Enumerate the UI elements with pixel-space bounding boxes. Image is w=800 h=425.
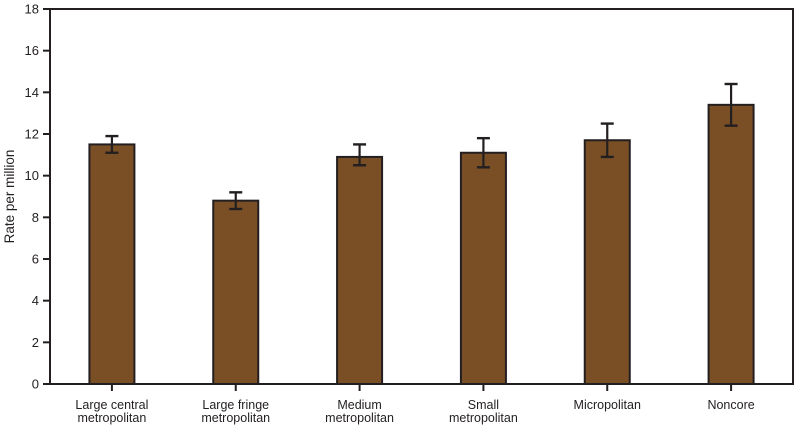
y-tick-label: 10 <box>25 168 39 183</box>
x-category-label-line: Large central <box>75 398 148 412</box>
bar <box>459 151 507 385</box>
x-category-label-line: metropolitan <box>78 411 147 425</box>
y-tick-label: 6 <box>32 252 39 267</box>
plot-frame <box>49 8 794 385</box>
bar <box>707 103 755 385</box>
x-category-label-line: Small <box>468 398 499 412</box>
x-category-label-line: Medium <box>337 398 381 412</box>
x-category-label-line: metropolitan <box>325 411 394 425</box>
bar <box>212 199 260 385</box>
x-category-label-line: Noncore <box>707 398 754 412</box>
bar <box>88 143 136 385</box>
x-category-label: Medium metropolitan <box>325 398 394 425</box>
x-category-label-line: Micropolitan <box>574 398 641 412</box>
x-category-label: Large fringe metropolitan <box>201 398 270 425</box>
y-tick-label: 16 <box>25 43 39 58</box>
x-category-label-line: metropolitan <box>201 411 270 425</box>
x-category-label: Noncore <box>707 398 754 412</box>
y-tick-label: 0 <box>32 377 39 392</box>
x-category-label: Large central metropolitan <box>75 398 148 425</box>
bar <box>336 155 384 385</box>
y-tick-label: 2 <box>32 335 39 350</box>
x-category-label: Micropolitan <box>574 398 641 412</box>
y-tick-label: 12 <box>25 127 39 142</box>
y-tick-label: 4 <box>32 293 39 308</box>
x-category-label-line: Large fringe <box>202 398 269 412</box>
bar <box>583 139 631 385</box>
x-category-label: Small metropolitan <box>449 398 518 425</box>
y-tick-label: 14 <box>25 85 39 100</box>
x-category-label-line: metropolitan <box>449 411 518 425</box>
y-tick-label: 18 <box>25 2 39 17</box>
y-axis-title: Rate per million <box>2 150 17 244</box>
y-tick-label: 8 <box>32 210 39 225</box>
